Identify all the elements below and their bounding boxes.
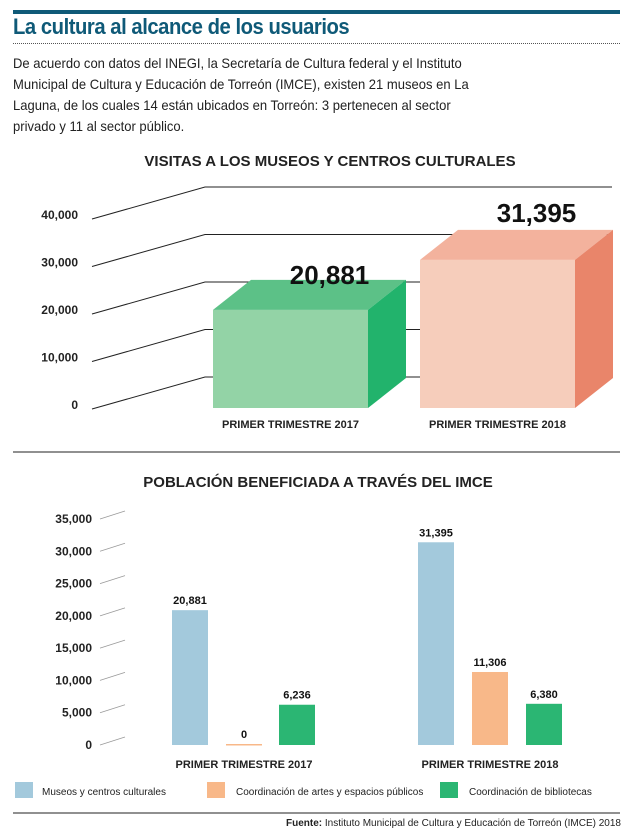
chart2-ytick: 35,000 xyxy=(55,512,92,526)
chart2-ytick: 10,000 xyxy=(55,673,92,687)
chart2-gridline xyxy=(99,704,126,714)
chart2-ytick: 30,000 xyxy=(55,544,92,558)
chart2-value-label: 6,236 xyxy=(283,690,311,702)
chart2-ytick: 0 xyxy=(85,738,92,752)
chart1-bar-front xyxy=(213,309,368,408)
chart1-category-label: PRIMER TRIMESTRE 2018 xyxy=(429,419,566,431)
title-bar xyxy=(13,10,620,14)
chart1-bar-top xyxy=(420,229,613,260)
chart2-gridline xyxy=(99,736,126,746)
chart2-bar xyxy=(526,703,562,745)
chart2-value-label: 6,380 xyxy=(530,689,558,701)
chart1-value-label: 31,395 xyxy=(497,198,577,228)
chart2-value-label: 20,881 xyxy=(173,595,207,607)
legend-label: Coordinación de bibliotecas xyxy=(469,787,592,798)
divider xyxy=(13,43,620,44)
chart2-category-label: PRIMER TRIMESTRE 2017 xyxy=(176,759,313,771)
chart1-ytick: 10,000 xyxy=(41,351,78,365)
chart1-title: VISITAS A LOS MUSEOS Y CENTROS CULTURALE… xyxy=(144,153,515,170)
chart2-title: POBLACIÓN BENEFICIADA A TRAVÉS DEL IMCE xyxy=(143,473,492,491)
chart2-gridline xyxy=(99,639,126,649)
chart2-value-label: 31,395 xyxy=(419,527,453,539)
chart2-ytick: 15,000 xyxy=(55,641,92,655)
chart1-bar-front xyxy=(420,259,575,408)
chart1-category-label: PRIMER TRIMESTRE 2017 xyxy=(222,419,359,431)
intro-text: De acuerdo con datos del INEGI, la Secre… xyxy=(13,55,469,134)
source: Fuente: Instituto Municipal de Cultura y… xyxy=(286,818,621,829)
chart2-ytick: 25,000 xyxy=(55,577,92,591)
chart1-ytick: 0 xyxy=(71,398,78,412)
chart1-gridline xyxy=(91,186,612,220)
chart1-ytick: 20,000 xyxy=(41,303,78,317)
page-title: La cultura al alcance de los usuarios xyxy=(13,14,350,39)
chart2-ytick: 5,000 xyxy=(62,706,92,720)
chart2-gridline xyxy=(99,575,126,584)
chart2-gridline xyxy=(99,607,126,617)
source-label: Fuente: xyxy=(286,818,323,829)
chart1-ytick: 40,000 xyxy=(41,208,78,222)
chart2-gridline xyxy=(99,672,126,681)
chart1-ytick: 30,000 xyxy=(41,256,78,270)
legend-swatch xyxy=(440,782,458,798)
chart2-category-label: PRIMER TRIMESTRE 2018 xyxy=(422,759,559,771)
chart2-bar xyxy=(172,610,208,745)
legend-label: Coordinación de artes y espacios público… xyxy=(236,787,423,798)
legend-label: Museos y centros culturales xyxy=(42,787,166,798)
chart2-bar xyxy=(279,704,315,745)
chart1-bar-top xyxy=(213,279,406,310)
chart2-value-label: 0 xyxy=(241,729,247,741)
legend-swatch xyxy=(207,782,225,798)
source-text: Instituto Municipal de Cultura y Educaci… xyxy=(324,818,621,829)
chart1-bar-side xyxy=(575,229,613,408)
chart2-gridline xyxy=(99,510,126,520)
chart2-gridline xyxy=(99,542,126,552)
chart1-bar-side xyxy=(368,279,406,408)
chart1-value-label: 20,881 xyxy=(290,260,370,290)
legend-swatch xyxy=(15,782,33,798)
chart2-bar xyxy=(418,542,454,745)
chart2-ytick: 20,000 xyxy=(55,609,92,623)
chart2-bar xyxy=(226,744,262,746)
chart2-value-label: 11,306 xyxy=(473,657,506,669)
chart2-bar xyxy=(472,671,508,745)
